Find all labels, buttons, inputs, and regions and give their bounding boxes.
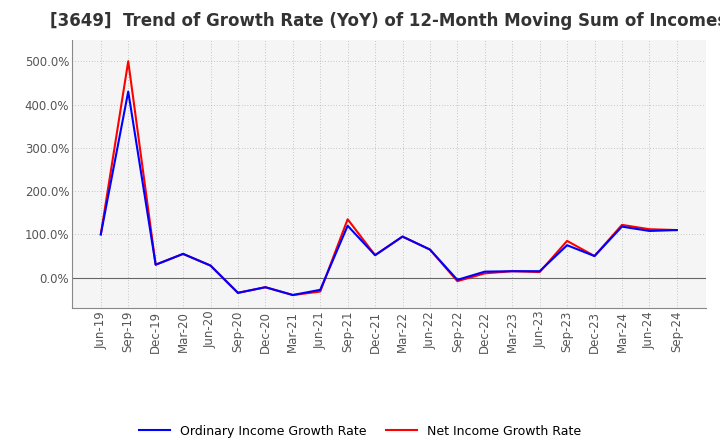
Net Income Growth Rate — [645, 227, 654, 232]
Ordinary Income Growth Rate — [343, 223, 352, 228]
Ordinary Income Growth Rate — [179, 251, 187, 257]
Net Income Growth Rate — [453, 279, 462, 284]
Ordinary Income Growth Rate — [590, 253, 599, 259]
Ordinary Income Growth Rate — [233, 290, 242, 296]
Ordinary Income Growth Rate — [206, 263, 215, 268]
Net Income Growth Rate — [672, 227, 681, 233]
Title: [3649]  Trend of Growth Rate (YoY) of 12-Month Moving Sum of Incomes: [3649] Trend of Growth Rate (YoY) of 12-… — [50, 12, 720, 30]
Ordinary Income Growth Rate — [618, 224, 626, 229]
Net Income Growth Rate — [536, 269, 544, 275]
Net Income Growth Rate — [179, 251, 187, 257]
Net Income Growth Rate — [480, 271, 489, 276]
Legend: Ordinary Income Growth Rate, Net Income Growth Rate: Ordinary Income Growth Rate, Net Income … — [134, 420, 586, 440]
Net Income Growth Rate — [316, 289, 325, 294]
Ordinary Income Growth Rate — [398, 234, 407, 239]
Net Income Growth Rate — [206, 263, 215, 268]
Net Income Growth Rate — [151, 262, 160, 268]
Net Income Growth Rate — [371, 253, 379, 258]
Net Income Growth Rate — [398, 234, 407, 239]
Net Income Growth Rate — [590, 253, 599, 259]
Net Income Growth Rate — [289, 292, 297, 297]
Line: Net Income Growth Rate: Net Income Growth Rate — [101, 61, 677, 295]
Net Income Growth Rate — [618, 222, 626, 227]
Ordinary Income Growth Rate — [151, 262, 160, 268]
Ordinary Income Growth Rate — [508, 268, 516, 274]
Net Income Growth Rate — [426, 247, 434, 252]
Ordinary Income Growth Rate — [536, 268, 544, 274]
Ordinary Income Growth Rate — [316, 287, 325, 293]
Ordinary Income Growth Rate — [261, 285, 270, 290]
Ordinary Income Growth Rate — [426, 247, 434, 252]
Ordinary Income Growth Rate — [96, 232, 105, 237]
Ordinary Income Growth Rate — [672, 227, 681, 233]
Net Income Growth Rate — [261, 285, 270, 290]
Ordinary Income Growth Rate — [645, 228, 654, 234]
Net Income Growth Rate — [96, 232, 105, 237]
Net Income Growth Rate — [233, 290, 242, 296]
Line: Ordinary Income Growth Rate: Ordinary Income Growth Rate — [101, 92, 677, 295]
Net Income Growth Rate — [508, 268, 516, 274]
Net Income Growth Rate — [124, 59, 132, 64]
Ordinary Income Growth Rate — [480, 269, 489, 274]
Net Income Growth Rate — [563, 238, 572, 244]
Ordinary Income Growth Rate — [124, 89, 132, 94]
Ordinary Income Growth Rate — [453, 277, 462, 282]
Ordinary Income Growth Rate — [289, 292, 297, 297]
Ordinary Income Growth Rate — [563, 242, 572, 248]
Net Income Growth Rate — [343, 216, 352, 222]
Ordinary Income Growth Rate — [371, 253, 379, 258]
